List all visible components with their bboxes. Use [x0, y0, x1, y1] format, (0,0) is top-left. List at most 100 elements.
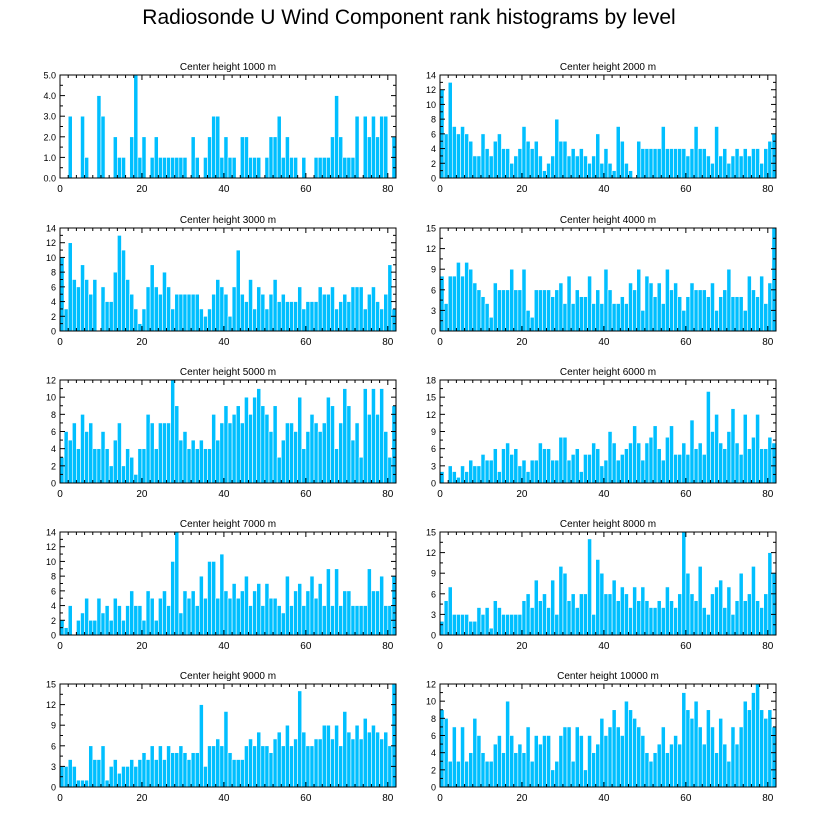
histogram-bar [550, 579, 556, 636]
histogram-bar [326, 293, 331, 332]
histogram-bar [628, 709, 633, 788]
histogram-bar [611, 579, 617, 636]
histogram-bar [677, 743, 683, 788]
histogram-bar [656, 743, 662, 788]
x-tick-label: 20 [136, 337, 148, 348]
y-tick-label: 2 [51, 616, 56, 626]
histogram-bar [76, 619, 81, 636]
histogram-bar [362, 605, 368, 636]
histogram-bar [488, 627, 494, 636]
histogram-bar [718, 155, 724, 179]
histogram-bar [227, 157, 233, 179]
histogram-bar [550, 296, 556, 332]
histogram-bar [492, 282, 498, 332]
histogram-bar [570, 303, 576, 332]
histogram-bar [133, 766, 139, 788]
histogram-bar [342, 590, 348, 636]
histogram-bar [554, 289, 560, 332]
histogram-bar [517, 614, 523, 636]
histogram-bar [624, 162, 629, 179]
histogram-bar [67, 242, 73, 332]
histogram-bar [59, 456, 65, 484]
histogram-bar [583, 296, 588, 332]
histogram-bar [342, 388, 348, 484]
histogram-panel: Center height 10000 m 0 20 40 60 80 0 2 4 6 8 10 12 [426, 671, 777, 804]
histogram-bar [710, 282, 715, 332]
x-tick-label: 20 [516, 793, 528, 804]
histogram-bar [693, 700, 699, 788]
panel-title: Center height 4000 m [560, 215, 656, 226]
histogram-bar [285, 422, 290, 484]
histogram-bar [542, 593, 547, 636]
histogram-bar [133, 308, 139, 332]
histogram-bar [579, 471, 584, 484]
histogram-bar [665, 752, 670, 788]
histogram-bar [615, 600, 621, 636]
histogram-bar [145, 590, 151, 636]
y-tick-label: 0 [51, 479, 56, 489]
histogram-bar [697, 442, 703, 484]
x-tick-label: 0 [437, 641, 443, 652]
histogram-bar [492, 140, 498, 179]
histogram-bar [652, 607, 658, 636]
histogram-bar [239, 136, 245, 179]
histogram-bar [439, 620, 445, 636]
x-tick-label: 40 [218, 337, 230, 348]
histogram-bar [338, 136, 344, 179]
histogram-bar [199, 308, 204, 332]
x-tick-label: 60 [680, 184, 692, 195]
histogram-bar [439, 471, 445, 484]
histogram-bar [660, 726, 666, 788]
y-tick-label: 15 [426, 528, 436, 538]
histogram-bar [501, 148, 506, 179]
histogram-bar [689, 593, 695, 636]
histogram-bar [533, 289, 539, 332]
histogram-bar [476, 735, 482, 788]
histogram-panel: Center height 4000 m 0 20 40 60 80 0 3 6 9 12 15 [426, 215, 777, 348]
histogram-bar [628, 442, 633, 484]
histogram-bar [371, 115, 376, 179]
histogram-bar [468, 140, 474, 179]
histogram-bar [722, 148, 728, 179]
histogram-bar [689, 718, 695, 788]
histogram-bar [174, 405, 180, 484]
histogram-bar [383, 431, 389, 484]
histogram-bar [726, 431, 732, 484]
y-tick-label: 10 [426, 697, 436, 707]
histogram-bar [619, 454, 625, 484]
histogram-bar [338, 605, 344, 636]
y-tick-label: 2.0 [43, 132, 56, 142]
histogram-bar [211, 115, 217, 179]
histogram-bar [346, 301, 352, 332]
histogram-bar [747, 155, 752, 179]
histogram-bar [509, 454, 515, 484]
histogram-bar [354, 724, 360, 788]
histogram-bar [562, 572, 568, 636]
histogram-bar [468, 459, 474, 484]
histogram-bar [252, 157, 257, 179]
y-tick-label: 12 [426, 410, 436, 420]
histogram-bar [137, 323, 143, 332]
histogram-bar [685, 709, 691, 788]
histogram-bar [141, 619, 147, 636]
x-tick-label: 20 [516, 337, 528, 348]
histogram-bar [644, 148, 650, 179]
histogram-bar [178, 293, 184, 332]
histogram-bar [276, 456, 282, 484]
histogram-bar [644, 600, 650, 636]
histogram-bar [615, 726, 621, 788]
histogram-bar [248, 738, 253, 788]
histogram-bar [125, 279, 130, 332]
histogram-bar [451, 614, 457, 636]
histogram-bar [158, 745, 163, 788]
histogram-bar [652, 752, 658, 788]
y-tick-label: 8 [431, 115, 436, 125]
histogram-panel: Center height 5000 m 0 20 40 60 80 0 2 4 6 8 10 12 [46, 367, 397, 500]
histogram-bar [289, 157, 294, 179]
x-tick-label: 20 [516, 489, 528, 500]
histogram-bar [570, 593, 576, 636]
x-tick-label: 60 [680, 489, 692, 500]
y-tick-label: 3.0 [43, 112, 56, 122]
histogram-bar [96, 759, 102, 788]
histogram-bar [595, 133, 601, 179]
